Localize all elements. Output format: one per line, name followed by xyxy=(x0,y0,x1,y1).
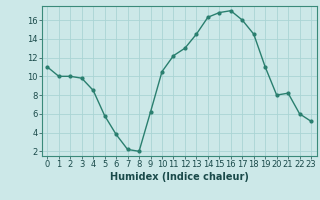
X-axis label: Humidex (Indice chaleur): Humidex (Indice chaleur) xyxy=(110,172,249,182)
